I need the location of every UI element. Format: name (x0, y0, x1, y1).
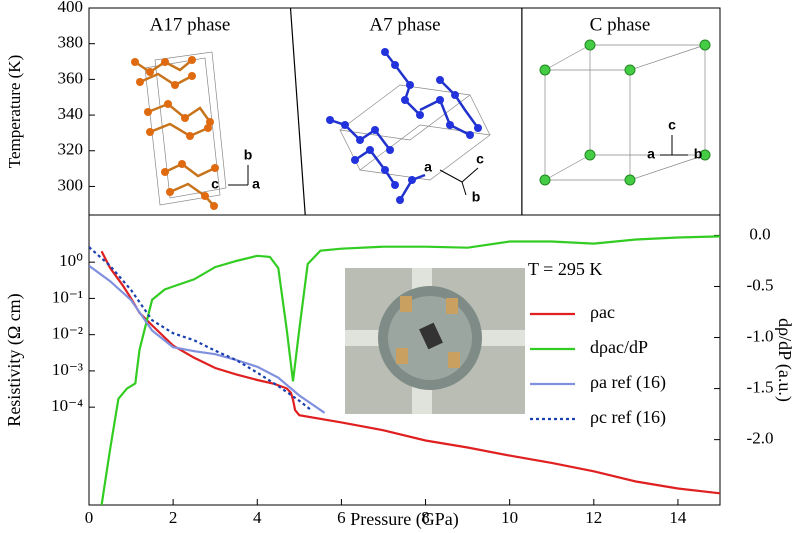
series-group (89, 235, 720, 505)
x-tick-label: 0 (85, 508, 94, 527)
y-tick-label: 360 (58, 68, 84, 87)
series-line (89, 264, 326, 414)
y-tick-label: 380 (58, 33, 84, 52)
inset-photo (345, 268, 525, 414)
legend-label: ρac (590, 302, 615, 322)
x-tick-label: 10 (501, 508, 518, 527)
y-tick-label: 10⁰ (59, 251, 83, 270)
x-tick-label: 12 (585, 508, 602, 527)
crystal-axis-label: a (252, 176, 260, 192)
y2-tick-label: -0.5 (747, 275, 774, 294)
y2-axis-label: dρ/dP (a.u.) (774, 318, 793, 402)
c-structure (539, 39, 711, 186)
crystal-axis-label: c (476, 151, 484, 167)
y2-tick-label: -2.0 (747, 429, 774, 448)
a7-structure (326, 48, 491, 204)
series-line (100, 235, 720, 505)
y-tick-label: 340 (58, 104, 84, 123)
y2-tick-label: 0.0 (749, 224, 770, 243)
y-tick-label: 400 (58, 0, 84, 16)
y-tick-label: 10⁻⁴ (51, 396, 83, 415)
x-tick-label: 4 (253, 508, 262, 527)
y-tick-label: 320 (58, 140, 84, 159)
y-tick-label: 10⁻¹ (52, 287, 83, 306)
a17-structure (131, 51, 249, 210)
crystal-axis-label: a (647, 146, 655, 162)
y-tick-label: 10⁻² (52, 324, 83, 343)
y-tick-label: 10⁻³ (52, 360, 83, 379)
crystal-axis-label: c (211, 176, 219, 192)
panel-frame (88, 214, 721, 506)
legend-label: dρac/dP (590, 337, 648, 357)
phase-boundary (289, 7, 306, 216)
y-axis-label: Temperature (K) (5, 55, 24, 169)
annotation: T = 295 K (528, 259, 602, 279)
x-axis-label: Pressure (GPa) (350, 509, 458, 530)
legend-label: ρc ref (16) (590, 407, 666, 428)
crystal-axis-label: c (668, 117, 676, 133)
y2-tick-label: -1.5 (747, 377, 774, 396)
y2-tick-label: -1.0 (747, 326, 774, 345)
x-tick-label: 8 (421, 508, 430, 527)
phase-label: C phase (590, 14, 651, 35)
phase-label: A7 phase (369, 14, 440, 35)
crystal-axis-label: b (244, 147, 253, 163)
legend-label: ρa ref (16) (590, 372, 666, 393)
phase-label: A17 phase (150, 14, 231, 35)
crystal-axis-label: b (472, 189, 481, 205)
x-tick-label: 6 (337, 508, 346, 527)
crystal-axis-label: b (694, 146, 703, 162)
y-tick-label: 300 (58, 175, 84, 194)
x-tick-label: 2 (169, 508, 178, 527)
panel-frame (88, 7, 721, 216)
x-tick-label: 14 (669, 508, 687, 527)
y-axis-label: Resistivity (Ω cm) (4, 293, 25, 426)
series-line (89, 246, 313, 412)
crystal-axis-label: a (424, 159, 432, 175)
